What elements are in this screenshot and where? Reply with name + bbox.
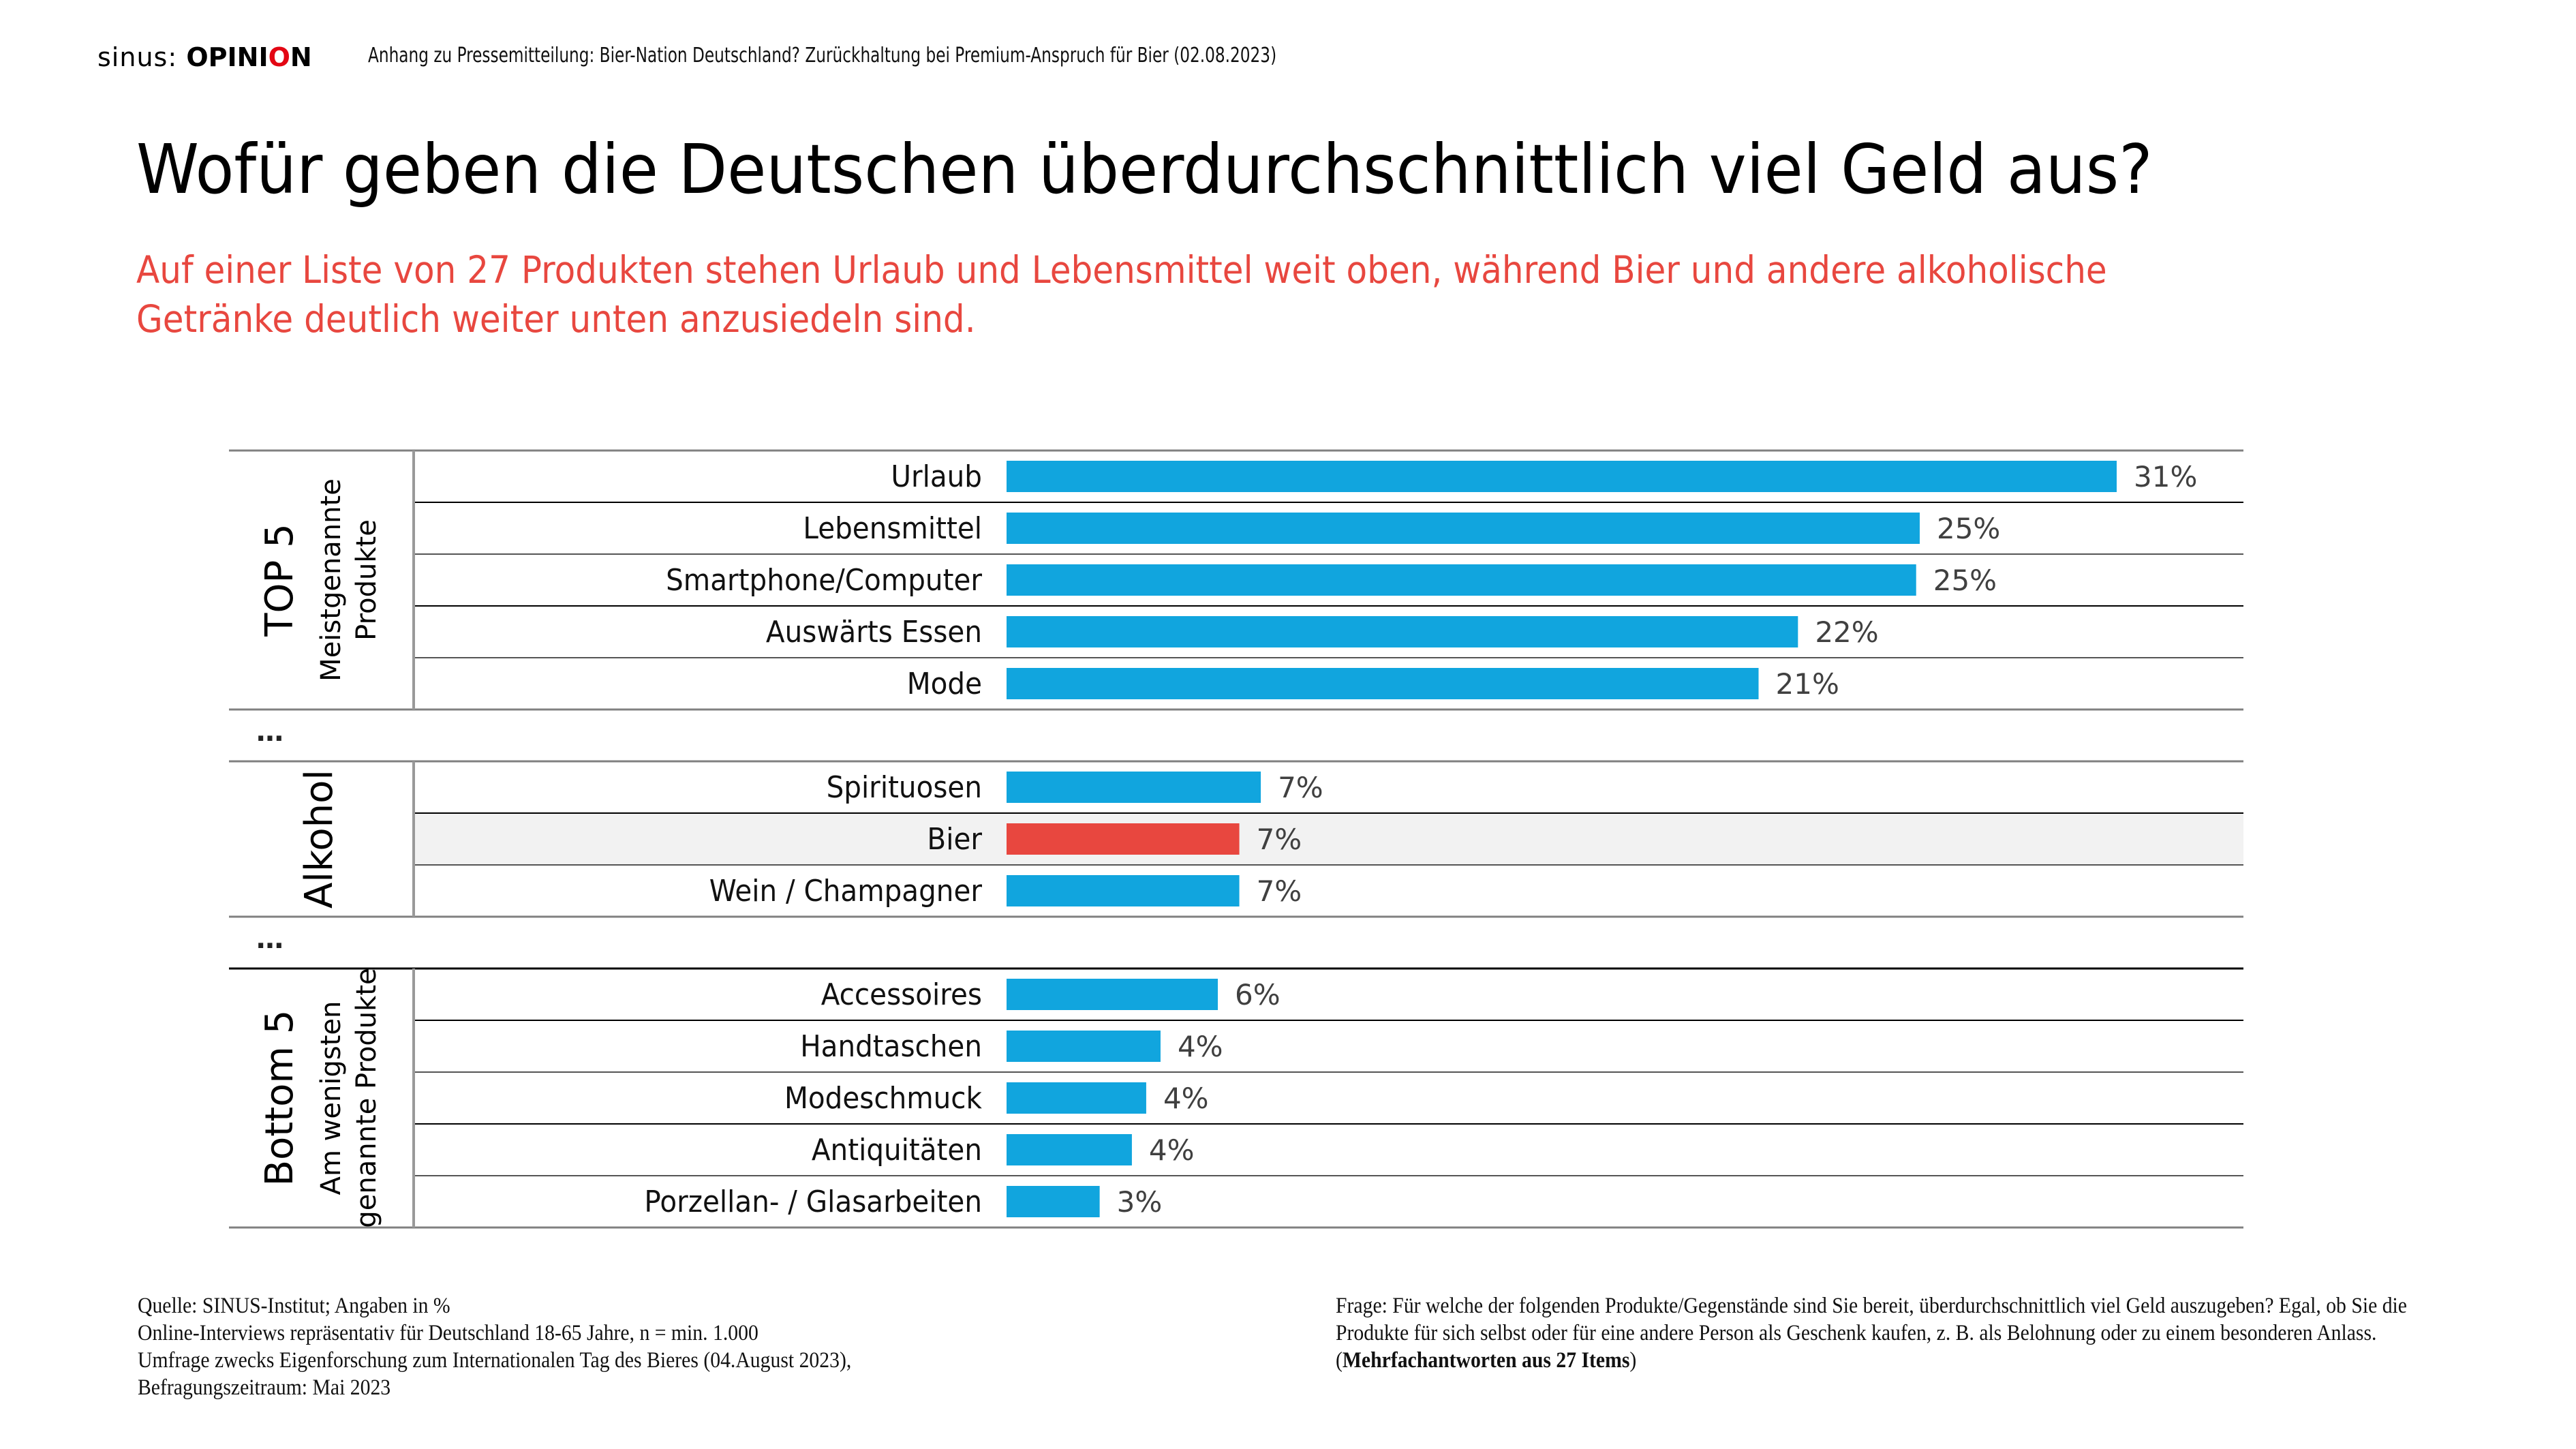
value-label: 22% xyxy=(1815,615,1878,649)
source-note: Quelle: SINUS-Institut; Angaben in % Onl… xyxy=(138,1292,851,1401)
category-label: Porzellan- / Glasarbeiten xyxy=(644,1184,982,1219)
group-subtitle: Meistgenannte xyxy=(316,478,347,682)
page-subtitle: Auf einer Liste von 27 Produkten stehen … xyxy=(136,248,2107,341)
bar xyxy=(1007,513,1920,544)
page-title: Wofür geben die Deutschen überdurchschni… xyxy=(136,129,2153,209)
value-label: 4% xyxy=(1163,1082,1209,1115)
sinus-opinion-logo: sinus: OPINION xyxy=(97,42,312,72)
bar xyxy=(1007,875,1240,906)
bar xyxy=(1007,668,1759,699)
group-subtitle: genannte Produkte xyxy=(351,968,382,1227)
category-label: Handtaschen xyxy=(800,1028,982,1063)
value-label: 7% xyxy=(1257,874,1302,908)
group-title: Alkohol xyxy=(297,769,341,909)
source-line: Online-Interviews repräsentativ für Deut… xyxy=(138,1321,758,1345)
bar xyxy=(1007,1082,1146,1114)
value-label: 25% xyxy=(1933,564,1997,597)
value-label: 7% xyxy=(1257,823,1302,856)
category-label: Lebensmittel xyxy=(803,510,982,545)
category-label: Spirituosen xyxy=(827,769,982,804)
category-label: Auswärts Essen xyxy=(766,614,982,649)
group-subtitle: Am wenigsten xyxy=(316,1001,347,1195)
question-note: Frage: Für welche der folgenden Produkte… xyxy=(1336,1292,2483,1374)
question-bold: Mehrfachantworten aus 27 Items xyxy=(1342,1348,1630,1373)
group-title: TOP 5 xyxy=(258,523,302,637)
bar xyxy=(1007,979,1218,1010)
category-label: Bier xyxy=(927,821,982,856)
value-label: 3% xyxy=(1117,1185,1163,1219)
logo-main-o: O xyxy=(268,42,290,72)
highlight-row-bg xyxy=(414,814,2243,865)
category-label: Wein / Champagner xyxy=(709,873,983,908)
bar xyxy=(1007,461,2117,492)
category-label: Antiquitäten xyxy=(812,1132,982,1167)
value-label: 21% xyxy=(1776,667,1839,701)
bar xyxy=(1007,564,1916,596)
bar xyxy=(1007,1186,1100,1217)
question-text: Frage: Für welche der folgenden Produkte… xyxy=(1336,1294,2407,1373)
value-label: 6% xyxy=(1235,978,1281,1011)
category-label: Urlaub xyxy=(891,459,982,493)
value-label: 31% xyxy=(2134,460,2197,493)
value-label: 4% xyxy=(1149,1133,1195,1167)
value-label: 25% xyxy=(1937,512,2000,545)
logo-prefix: sinus: xyxy=(97,42,178,72)
bar-highlight xyxy=(1007,823,1240,855)
bar xyxy=(1007,1134,1132,1165)
value-label: 7% xyxy=(1278,771,1323,804)
source-line: Befragungszeitraum: Mai 2023 xyxy=(138,1375,391,1400)
category-label: Mode xyxy=(907,666,982,701)
source-line: Quelle: SINUS-Institut; Angaben in % xyxy=(138,1294,450,1318)
bar xyxy=(1007,772,1261,803)
bar xyxy=(1007,616,1798,647)
category-label: Modeschmuck xyxy=(784,1080,983,1115)
group-title: Bottom 5 xyxy=(258,1010,302,1187)
ellipsis-separator: … xyxy=(256,716,283,748)
category-label: Smartphone/Computer xyxy=(666,562,982,597)
press-release-note: Anhang zu Pressemitteilung: Bier-Nation … xyxy=(368,44,1277,67)
source-line: Umfrage zwecks Eigenforschung zum Intern… xyxy=(138,1348,852,1373)
logo-main-a: OPINI xyxy=(186,42,269,72)
ellipsis-separator: … xyxy=(256,924,283,955)
category-label: Accessoires xyxy=(821,977,982,1011)
bar xyxy=(1007,1031,1161,1062)
value-label: 4% xyxy=(1178,1030,1223,1063)
logo-main-b: N xyxy=(290,42,312,72)
question-end: ) xyxy=(1629,1348,1637,1373)
group-subtitle: Produkte xyxy=(351,519,382,641)
